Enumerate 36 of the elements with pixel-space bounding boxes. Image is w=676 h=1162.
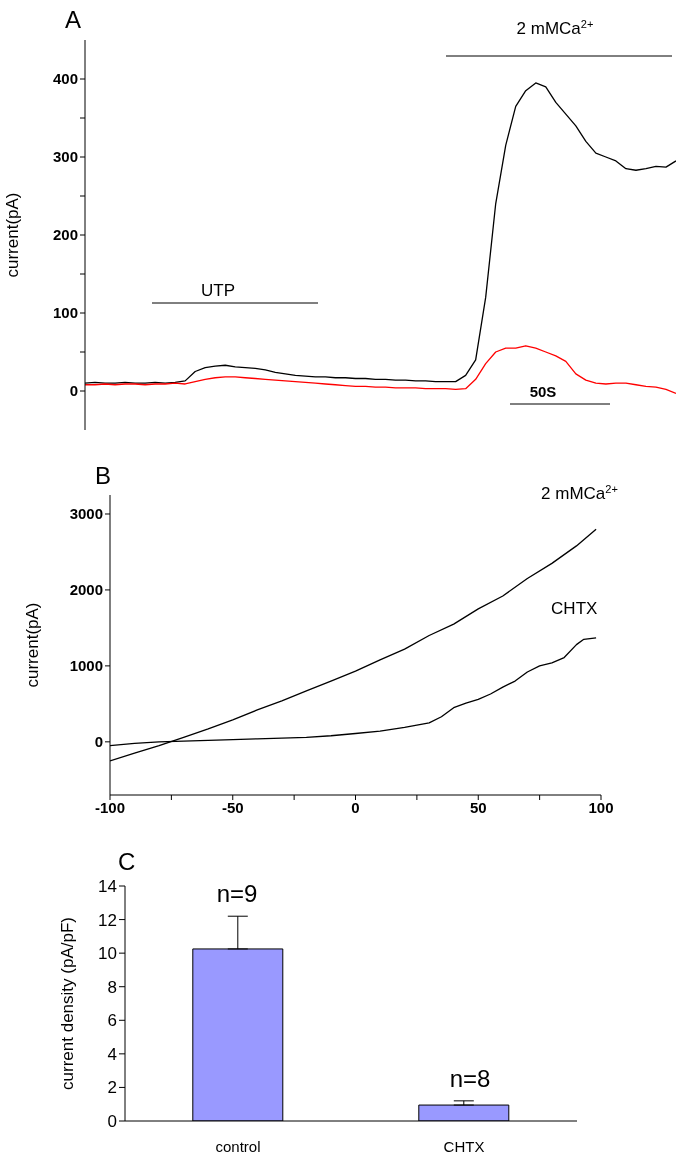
- y-tick-label: 10: [98, 944, 117, 964]
- y-tick-label: 2000: [69, 581, 103, 599]
- text: 2 mMCa$^{2+}$: [516, 18, 594, 38]
- annotation: n=9: [216, 880, 258, 907]
- y-tick-label: 400: [52, 70, 78, 88]
- chart-title: B: [95, 462, 112, 489]
- y-axis-title: current(pA): [23, 602, 42, 688]
- y-tick-label: 1000: [69, 657, 103, 675]
- y-tick-label: 100: [52, 304, 78, 322]
- y-tick-label: 2: [107, 1078, 117, 1098]
- y-tick-label: 200: [52, 226, 78, 244]
- x-tick-label: control: [215, 1137, 261, 1155]
- y-tick-label: 0: [107, 1112, 117, 1132]
- annotation: n=8: [449, 1065, 491, 1092]
- x-tick-label: -100: [94, 798, 126, 816]
- y-tick-label: 4: [107, 1044, 117, 1064]
- y-tick-label: 0: [94, 733, 103, 751]
- series-label: 2 mMCa$^{2+}$: [541, 483, 618, 504]
- y-tick-label: 3000: [69, 505, 103, 523]
- annotation: UTP: [201, 281, 235, 300]
- y-tick-label: 8: [107, 977, 117, 997]
- x-tick-label: 100: [588, 798, 614, 816]
- y-axis-title: current density (pA/pF): [58, 917, 77, 1090]
- y-tick-label: 300: [52, 148, 78, 166]
- x-tick-label: 0: [351, 798, 360, 816]
- series-label: CHTX: [551, 598, 598, 618]
- chart-title: A: [65, 6, 82, 33]
- y-tick-label: 0: [69, 382, 78, 400]
- x-tick-label: -50: [221, 798, 244, 816]
- y-tick-label: 6: [107, 1011, 117, 1031]
- y-tick-label: 14: [98, 877, 117, 897]
- annotation: 50S: [529, 383, 557, 400]
- y-tick-label: 12: [98, 910, 117, 930]
- y-axis-title: current(pA): [3, 192, 22, 278]
- chart-title: C: [118, 848, 136, 875]
- x-tick-label: 50: [469, 798, 487, 816]
